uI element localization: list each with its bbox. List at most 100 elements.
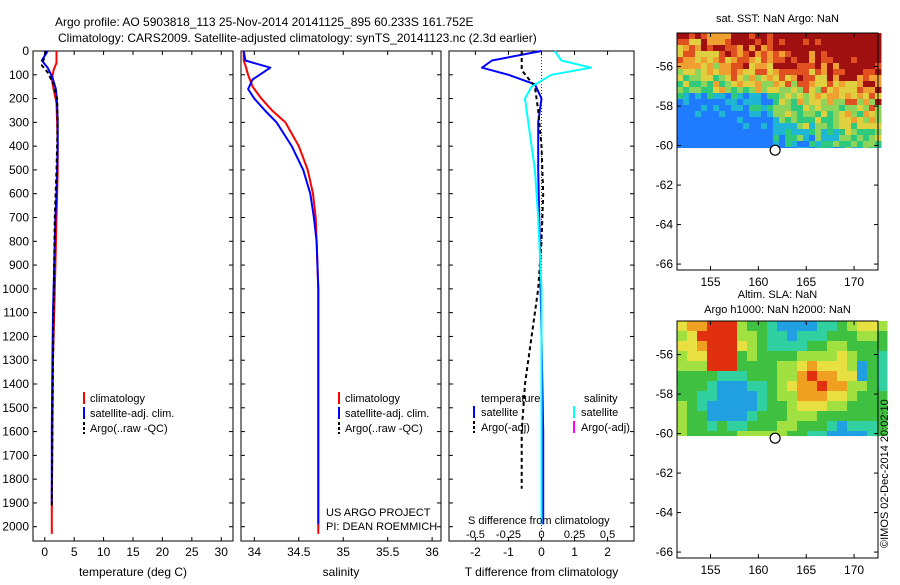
map-cell (785, 63, 792, 70)
s-tick-label: 0.5 (600, 529, 615, 541)
map-cell (791, 39, 798, 46)
map-cell (791, 87, 798, 94)
difference-legend: temperature salinity satellite satellite… (468, 393, 630, 527)
map-cell (727, 321, 738, 332)
map-cell (737, 129, 744, 136)
map-cell (737, 123, 744, 130)
map-cell (785, 147, 792, 149)
map-cell (731, 123, 738, 130)
map-cell (689, 135, 696, 142)
map-cell (689, 99, 696, 106)
map-cell (851, 147, 858, 149)
map-cell (807, 391, 818, 402)
map-cell (731, 51, 738, 58)
map-cell (837, 401, 848, 412)
map-cell (713, 51, 720, 58)
map-cell (749, 141, 756, 148)
map-cell (713, 135, 720, 142)
map-cell (815, 135, 822, 142)
map-cell (827, 117, 834, 124)
map-cell (727, 331, 738, 342)
map-cell (695, 99, 702, 106)
x-tick-label: 0 (41, 545, 48, 559)
map-cell (743, 87, 750, 94)
map-cell (777, 361, 788, 372)
map-cell (743, 105, 750, 112)
map-cell (815, 141, 822, 148)
map-cell (743, 111, 750, 118)
map-cell (677, 141, 684, 148)
map-cell (731, 147, 738, 149)
map-cell (777, 431, 788, 437)
map-cell (827, 421, 838, 432)
map-cell (767, 123, 774, 130)
map-cell (847, 411, 858, 422)
map-cell (869, 81, 876, 88)
y-tick-label: 300 (9, 115, 29, 129)
map-cell (767, 129, 774, 136)
map-cell (877, 351, 888, 362)
map-cell (725, 93, 732, 100)
map-cell (827, 111, 834, 118)
map-cell (701, 105, 708, 112)
map-cell (761, 39, 768, 46)
map-cell (815, 93, 822, 100)
map-cell (869, 57, 876, 64)
map-cell (857, 331, 868, 342)
map-x-tick-label: 155 (700, 275, 720, 289)
x-tick-label: 20 (156, 545, 170, 559)
map-cell (785, 75, 792, 82)
map-cell (719, 123, 726, 130)
s-tick-label: -0.5 (466, 529, 485, 541)
map-cell (867, 321, 878, 332)
map-cell (807, 421, 818, 432)
x-tick-label: 15 (126, 545, 140, 559)
map-cell (695, 141, 702, 148)
map-cell (785, 87, 792, 94)
map-cell (737, 141, 744, 148)
map-cell (809, 141, 816, 148)
map-cell (689, 147, 696, 149)
map-cell (779, 81, 786, 88)
map-cell (817, 341, 828, 352)
x-tick-label: 34 (248, 545, 262, 559)
s-tick-label: 0.25 (564, 529, 585, 541)
map-cell (817, 371, 828, 382)
map-cell (787, 321, 798, 332)
map-cell (683, 57, 690, 64)
map-cell (791, 135, 798, 142)
map-cell (779, 39, 786, 46)
map-cell (727, 351, 738, 362)
map-cell (797, 331, 808, 342)
map-cell (731, 69, 738, 76)
map-cell (797, 135, 804, 142)
map-cell (857, 33, 864, 40)
map-cell (737, 105, 744, 112)
series-line-temperature-satellite (481, 50, 545, 525)
map-cell (803, 87, 810, 94)
map-cell (857, 123, 864, 130)
map-cell (683, 51, 690, 58)
map-cell (767, 75, 774, 82)
y-tick-label: 100 (9, 68, 29, 82)
map-cell (713, 123, 720, 130)
map-cell (767, 391, 778, 402)
map-x-tick-label: 160 (748, 563, 768, 577)
map-cell (697, 371, 708, 382)
map-cell (797, 411, 808, 422)
map-cell (827, 431, 838, 437)
map-cell (863, 81, 870, 88)
map-cell (797, 51, 804, 58)
salinity-panel: 34 34.5 35 35.5 36 salinity (240, 50, 442, 579)
map-cell (767, 411, 778, 422)
map-cell (863, 129, 870, 136)
map-cell (857, 431, 868, 437)
map-cell (877, 421, 888, 432)
map-cell (851, 87, 858, 94)
map-cell (833, 105, 840, 112)
y-tick-label: 700 (9, 211, 29, 225)
map-cell (707, 81, 714, 88)
map-cell (827, 87, 834, 94)
map-cell (779, 69, 786, 76)
map-title: sat. SST: NaN Argo: NaN (716, 13, 839, 25)
